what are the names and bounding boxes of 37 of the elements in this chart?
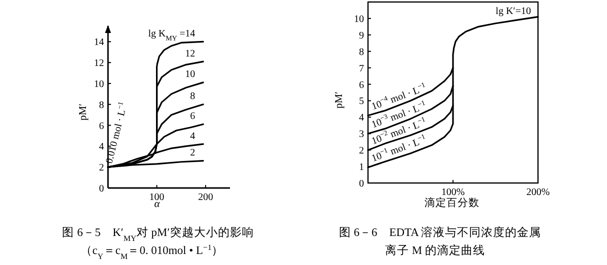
series-label: 8 (190, 91, 196, 102)
y-tick-label: 1 (359, 162, 364, 174)
y-tick-label: 10 (354, 14, 364, 25)
y-tick-label: 7 (359, 63, 364, 74)
text: （c$_{Y}$＝c$_{M}$＝0. 010mol • L$^{−1}$） (80, 242, 224, 260)
series-label: 6 (190, 111, 196, 122)
y-tick-label: 2 (99, 162, 104, 174)
series-label: 10 (185, 69, 196, 80)
x-tick-label: 200% (526, 187, 550, 198)
y-tick-label: 4 (99, 142, 104, 153)
y-tick-label: 8 (359, 46, 364, 58)
y-tick-label: 5 (359, 96, 364, 108)
y-tick-label: 8 (99, 100, 104, 111)
y-tick-label: 3 (359, 129, 364, 140)
y-tick-label: 6 (99, 120, 104, 132)
series-label: 2 (190, 148, 196, 159)
annotation: lg K′=10 (496, 6, 531, 17)
x-axis-title: 滴定百分数 (424, 196, 480, 209)
caption: 图 6－6 EDTA 溶液与不同浓度的金属 (338, 225, 542, 239)
y-tick-label: 9 (359, 30, 364, 42)
y-tick-label: 0 (359, 178, 364, 190)
y-tick-label: 14 (94, 37, 104, 48)
text: 离子 M 的滴定曲线 (385, 243, 485, 257)
series-label: lg K$_{MY}$ =14 (148, 28, 196, 42)
series-label: 4 (190, 130, 196, 142)
y-tick-label: 12 (94, 58, 104, 70)
y-axis-title: pM′ (78, 104, 89, 120)
caption: 图 6－5 K′$_{MY}$对 pM′突越大小的影响 (62, 225, 254, 242)
x-tick-label: 100% (441, 187, 465, 198)
y-tick-label: 10 (94, 78, 104, 90)
series-label: 12 (185, 48, 196, 60)
y-tick-label: 4 (359, 112, 364, 124)
y-tick-label: 6 (359, 80, 364, 91)
y-axis-title: pM′ (334, 92, 345, 108)
y-tick-label: 2 (359, 146, 364, 157)
x-tick-label: 200 (198, 192, 214, 203)
y-tick-label: 0 (99, 184, 104, 194)
